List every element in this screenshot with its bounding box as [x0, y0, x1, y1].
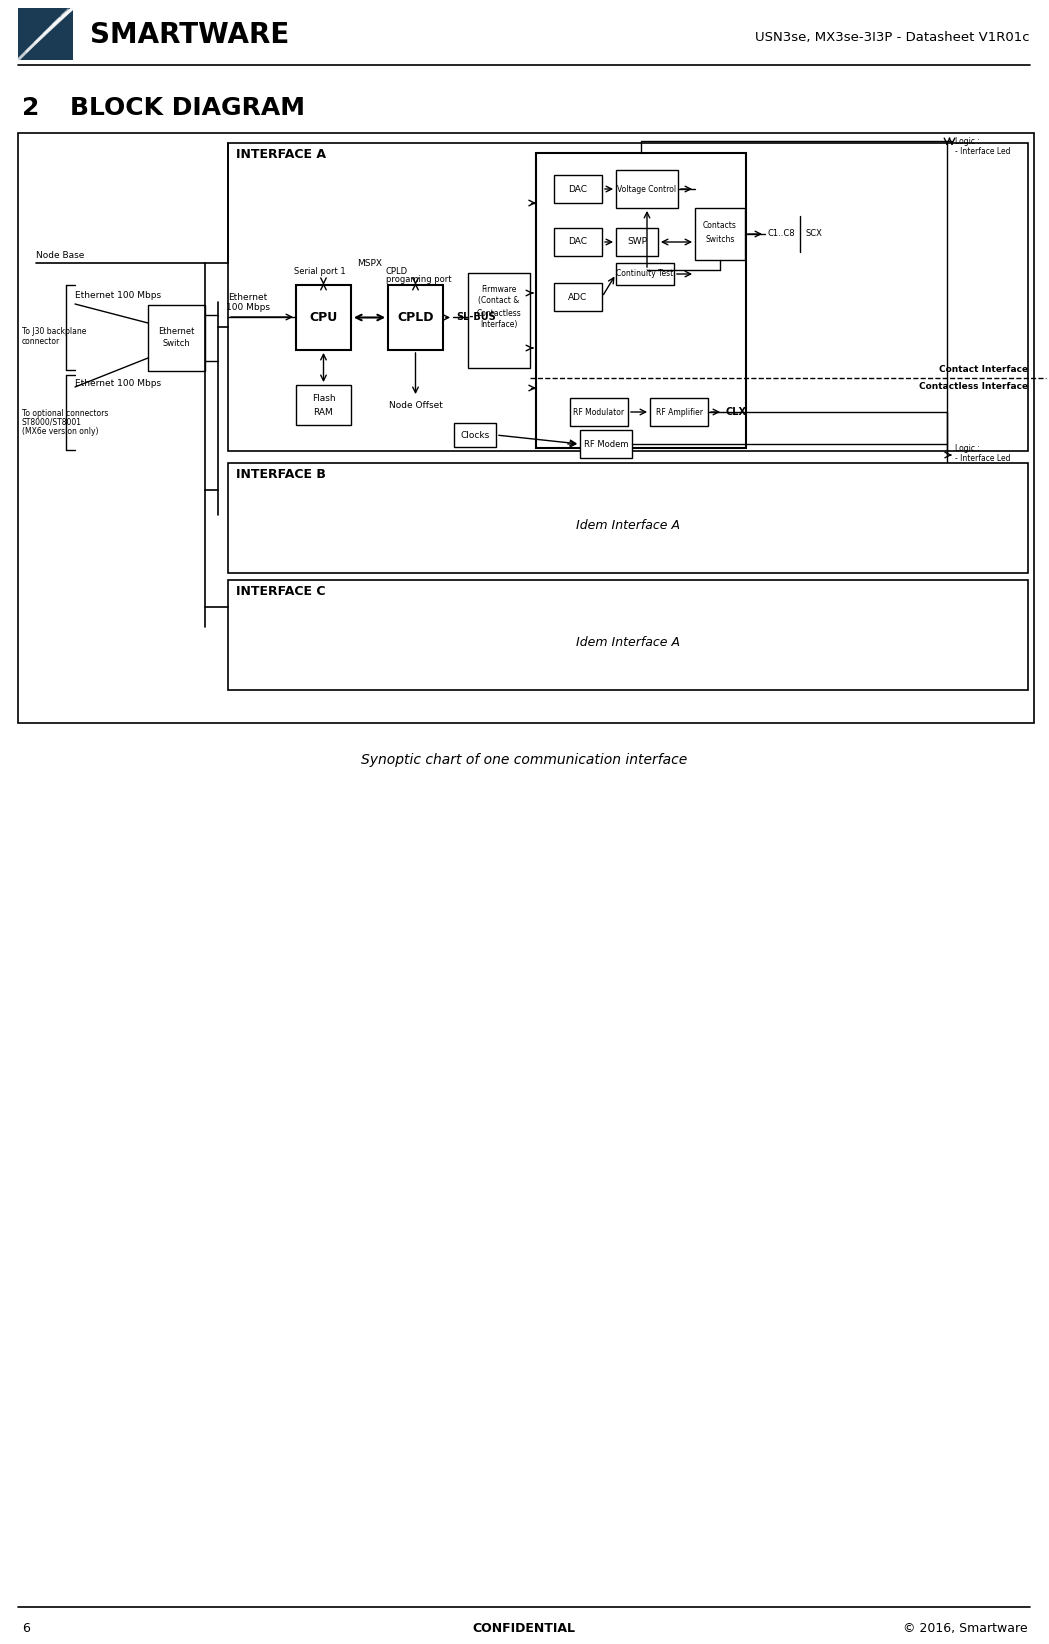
Bar [18, 133, 1034, 723]
Text: ST8000/ST8001: ST8000/ST8001 [22, 418, 82, 426]
Text: progaming port: progaming port [386, 276, 451, 284]
Text: DAC: DAC [569, 184, 587, 194]
Text: 100 Mbps: 100 Mbps [226, 302, 270, 311]
Text: Contactless Interface: Contactless Interface [919, 381, 1028, 391]
Text: CPLD: CPLD [386, 266, 408, 276]
Bar [228, 143, 1028, 450]
Text: CPU: CPU [309, 311, 338, 324]
Bar [650, 398, 708, 426]
Text: CONFIDENTIAL: CONFIDENTIAL [472, 1621, 576, 1634]
Text: RF Amplifier: RF Amplifier [656, 408, 703, 416]
Text: 2: 2 [22, 95, 40, 120]
Text: Serial port 1: Serial port 1 [294, 266, 345, 276]
Text: Logic :: Logic : [955, 136, 980, 146]
Bar [554, 174, 602, 202]
Text: RF Modem: RF Modem [583, 439, 628, 449]
Text: Continuity Test: Continuity Test [617, 270, 673, 278]
Bar [554, 283, 602, 311]
Text: - Interface Led: - Interface Led [955, 454, 1010, 462]
Text: MSPX: MSPX [357, 258, 382, 268]
Text: SCX: SCX [805, 230, 821, 238]
Bar [388, 284, 443, 350]
Bar [228, 580, 1028, 690]
Text: ADC: ADC [569, 293, 587, 301]
Text: RF Modulator: RF Modulator [574, 408, 624, 416]
Text: Ethernet 100 Mbps: Ethernet 100 Mbps [74, 291, 162, 301]
Bar [580, 431, 631, 459]
Text: Switch: Switch [163, 340, 190, 349]
Bar [228, 464, 1028, 574]
Text: USN3se, MX3se-3I3P - Datasheet V1R01c: USN3se, MX3se-3I3P - Datasheet V1R01c [755, 31, 1030, 43]
Text: © 2016, Smartware: © 2016, Smartware [903, 1621, 1028, 1634]
Text: Logic :: Logic : [955, 444, 980, 452]
Text: CPLD: CPLD [398, 311, 433, 324]
Bar [695, 209, 745, 260]
Text: Idem Interface A: Idem Interface A [576, 518, 680, 531]
Text: INTERFACE C: INTERFACE C [236, 585, 325, 597]
Text: (MX6e version only): (MX6e version only) [22, 426, 99, 436]
Bar [296, 284, 351, 350]
Text: To optional connectors: To optional connectors [22, 408, 108, 418]
Text: INTERFACE B: INTERFACE B [236, 467, 326, 480]
Bar [536, 153, 746, 449]
Text: Idem Interface A: Idem Interface A [576, 636, 680, 648]
Text: Interface): Interface) [480, 321, 518, 329]
Text: Clocks: Clocks [461, 431, 490, 439]
Text: To J30 backplane: To J30 backplane [22, 327, 86, 335]
Text: Synoptic chart of one communication interface: Synoptic chart of one communication inte… [361, 753, 687, 768]
Text: connector: connector [22, 337, 60, 345]
Bar [468, 273, 530, 368]
Text: SMARTWARE: SMARTWARE [90, 21, 290, 49]
Bar [18, 8, 73, 59]
Bar [616, 263, 675, 284]
Text: Contactless: Contactless [476, 309, 521, 317]
Text: BLOCK DIAGRAM: BLOCK DIAGRAM [70, 95, 305, 120]
Text: RAM: RAM [314, 408, 334, 416]
Text: CLX: CLX [726, 408, 747, 418]
Text: SL-BUS: SL-BUS [456, 312, 496, 322]
Bar [616, 169, 678, 209]
Text: Ethernet: Ethernet [229, 293, 267, 301]
Text: Flash: Flash [312, 393, 336, 403]
Text: 6: 6 [22, 1621, 29, 1634]
Bar [296, 385, 351, 426]
Text: Switchs: Switchs [705, 235, 734, 243]
Text: Voltage Control: Voltage Control [618, 184, 677, 194]
Text: Contacts: Contacts [703, 222, 737, 230]
Text: DAC: DAC [569, 237, 587, 247]
Text: C1..C8: C1..C8 [767, 230, 795, 238]
Text: SWP: SWP [627, 237, 647, 247]
Text: Node Offset: Node Offset [388, 401, 443, 409]
Bar [454, 423, 496, 447]
Text: Node Base: Node Base [36, 252, 84, 260]
Bar [570, 398, 628, 426]
Bar [148, 306, 205, 372]
Bar [616, 229, 658, 256]
Text: INTERFACE A: INTERFACE A [236, 148, 326, 161]
Text: - Interface Led: - Interface Led [955, 146, 1010, 156]
Text: Contact Interface: Contact Interface [939, 365, 1028, 375]
Text: Ethernet 100 Mbps: Ethernet 100 Mbps [74, 378, 162, 388]
Text: Firmware: Firmware [481, 284, 517, 294]
Text: Ethernet: Ethernet [158, 327, 195, 337]
Bar [554, 229, 602, 256]
Text: (Contact &: (Contact & [478, 296, 519, 306]
